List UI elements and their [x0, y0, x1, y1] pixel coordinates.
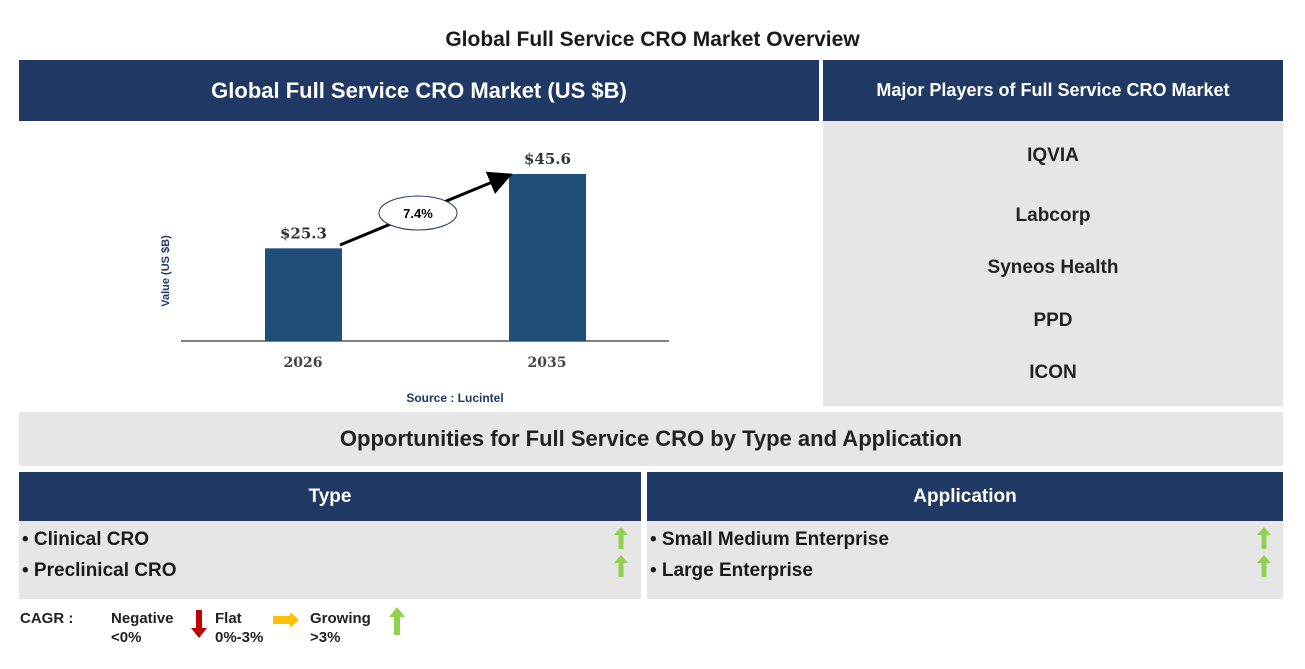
- type-item-clinical-cro: • Clinical CRO: [22, 529, 150, 550]
- legend-negative: Negative <0%: [111, 609, 174, 647]
- legend-negative-range: <0%: [111, 629, 142, 646]
- growing-arrow-icon: [614, 555, 628, 577]
- legend-growing: Growing >3%: [310, 609, 371, 647]
- bar-2035: [509, 174, 586, 341]
- legend-growing-label: Growing: [310, 610, 371, 627]
- y-axis-label: Value (US $B): [160, 235, 172, 307]
- players-panel: [823, 121, 1283, 406]
- player-iqvia: IQVIA: [1027, 145, 1079, 166]
- bar-2026: [265, 248, 342, 341]
- legend-flat: Flat 0%-3%: [215, 609, 263, 647]
- growing-arrow-icon: [614, 527, 628, 549]
- data-label-2035: $45.6: [524, 150, 571, 168]
- player-icon: ICON: [1029, 362, 1077, 383]
- flat-arrow-icon: [273, 612, 299, 628]
- type-item-preclinical-cro: • Preclinical CRO: [22, 560, 177, 581]
- player-ppd: PPD: [1033, 310, 1073, 331]
- legend-title: CAGR :: [20, 610, 74, 627]
- player-labcorp: Labcorp: [1015, 205, 1091, 226]
- page-title: Global Full Service CRO Market Overview: [445, 28, 860, 51]
- x-tick-2035: 2035: [528, 355, 567, 371]
- player-syneos-health: Syneos Health: [987, 257, 1119, 278]
- cagr-value: 7.4%: [403, 206, 433, 221]
- cagr-bubble: [378, 195, 458, 231]
- data-label-2026: $25.3: [280, 224, 327, 242]
- market-panel-header: Global Full Service CRO Market (US $B): [19, 60, 819, 121]
- players-panel-header: Major Players of Full Service CRO Market: [823, 60, 1283, 121]
- market-chart: Value (US $B) $25.3 $45.6 2026 2035 7.4%…: [160, 150, 669, 405]
- type-panel: [19, 521, 641, 599]
- opportunities-header: Opportunities for Full Service CRO by Ty…: [19, 412, 1283, 466]
- legend-flat-range: 0%-3%: [215, 629, 264, 646]
- type-header: Type: [19, 472, 641, 521]
- legend-flat-label: Flat: [215, 610, 242, 627]
- growing-arrow-icon: [1257, 527, 1271, 549]
- application-item-sme: • Small Medium Enterprise: [650, 529, 889, 550]
- application-panel: [647, 521, 1283, 599]
- negative-arrow-icon: [191, 610, 207, 638]
- legend-growing-range: >3%: [310, 629, 341, 646]
- x-tick-2026: 2026: [284, 355, 323, 371]
- source-note: Source : Lucintel: [406, 391, 503, 405]
- growing-arrow-icon: [389, 607, 405, 635]
- growing-arrow-icon: [1257, 555, 1271, 577]
- application-item-large-enterprise: • Large Enterprise: [650, 560, 813, 581]
- application-header: Application: [647, 472, 1283, 521]
- legend-negative-label: Negative: [111, 610, 174, 627]
